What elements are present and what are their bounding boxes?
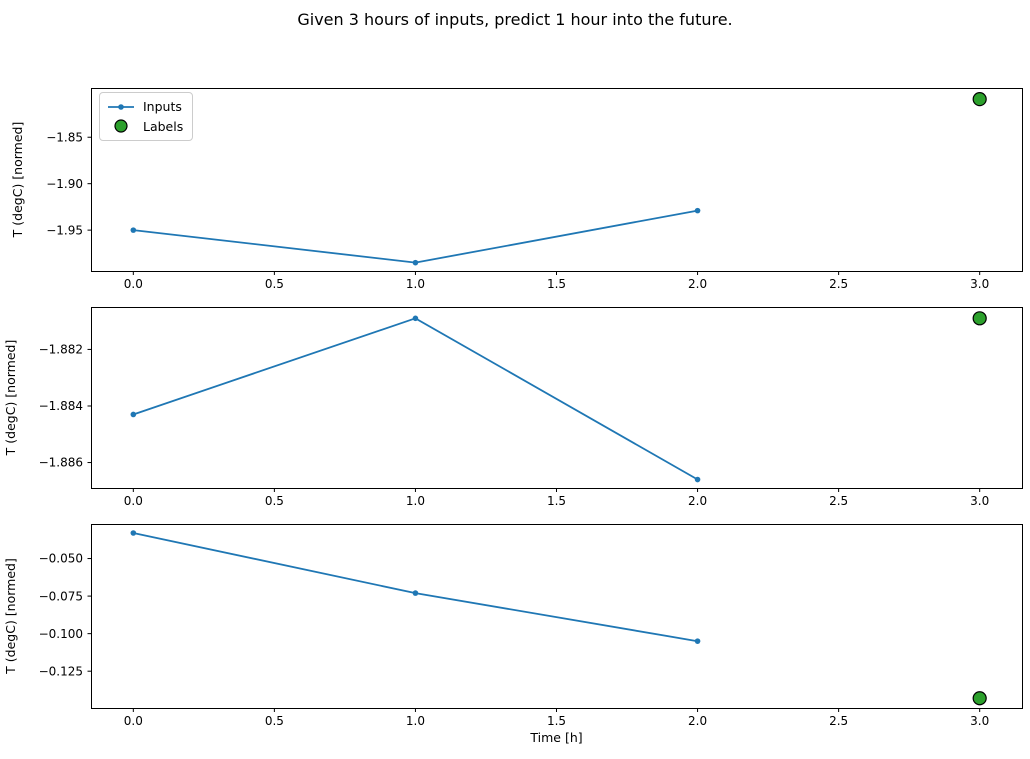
legend-label-labels: Labels (143, 118, 184, 134)
legend: Inputs Labels (99, 92, 193, 141)
svg-text:1.0: 1.0 (406, 277, 425, 291)
svg-text:Time [h]: Time [h] (529, 730, 582, 745)
svg-text:1.5: 1.5 (547, 277, 566, 291)
svg-text:2.5: 2.5 (829, 494, 848, 508)
svg-text:3.0: 3.0 (970, 494, 989, 508)
svg-text:−1.884: −1.884 (39, 399, 83, 413)
svg-text:−0.050: −0.050 (39, 552, 83, 566)
svg-text:−1.882: −1.882 (39, 343, 83, 357)
svg-text:1.5: 1.5 (547, 714, 566, 728)
svg-text:1.0: 1.0 (406, 494, 425, 508)
legend-item-inputs: Inputs (107, 99, 185, 114)
inputs-line-icon (108, 103, 134, 110)
svg-text:1.5: 1.5 (547, 494, 566, 508)
svg-text:0.5: 0.5 (265, 494, 284, 508)
svg-text:T (degC) [normed]: T (degC) [normed] (3, 340, 18, 457)
legend-item-labels: Labels (107, 119, 185, 134)
svg-text:0.5: 0.5 (265, 714, 284, 728)
svg-text:2.0: 2.0 (688, 494, 707, 508)
svg-text:0.0: 0.0 (124, 714, 143, 728)
svg-text:−1.85: −1.85 (46, 130, 83, 144)
svg-text:2.0: 2.0 (688, 714, 707, 728)
svg-text:2.5: 2.5 (829, 714, 848, 728)
svg-text:0.5: 0.5 (265, 277, 284, 291)
svg-text:−0.100: −0.100 (39, 627, 83, 641)
subplot-1-svg: 0.0 0.5 1.0 1.5 2.0 2.5 3.0 −1.85 −1.90 −1.95 T (d… (10, 88, 1023, 291)
svg-text:T (degC) [normed]: T (degC) [normed] (10, 122, 25, 239)
svg-text:−1.90: −1.90 (46, 177, 83, 191)
svg-text:1.0: 1.0 (406, 714, 425, 728)
svg-text:0.0: 0.0 (124, 494, 143, 508)
svg-text:3.0: 3.0 (970, 277, 989, 291)
subplot-2-svg: 0.0 0.5 1.0 1.5 2.0 2.5 3.0 −1.882 −1.884 −1.886 T… (3, 307, 1023, 508)
svg-text:2.0: 2.0 (688, 277, 707, 291)
svg-text:−1.95: −1.95 (46, 223, 83, 237)
legend-label-inputs: Inputs (143, 99, 182, 115)
subplot-3-svg: 0.0 0.5 1.0 1.5 2.0 2.5 3.0 −0.050 −0.075 −0.100 −… (3, 524, 1023, 745)
svg-text:0.0: 0.0 (124, 277, 143, 291)
svg-text:−1.886: −1.886 (39, 456, 83, 470)
svg-text:−0.075: −0.075 (39, 589, 83, 603)
figure-title: Given 3 hours of inputs, predict 1 hour … (297, 10, 733, 29)
svg-text:3.0: 3.0 (970, 714, 989, 728)
labels-dot-icon (114, 119, 128, 133)
svg-text:−0.125: −0.125 (39, 664, 83, 678)
svg-text:2.5: 2.5 (829, 277, 848, 291)
svg-text:T (degC) [normed]: T (degC) [normed] (3, 558, 18, 675)
